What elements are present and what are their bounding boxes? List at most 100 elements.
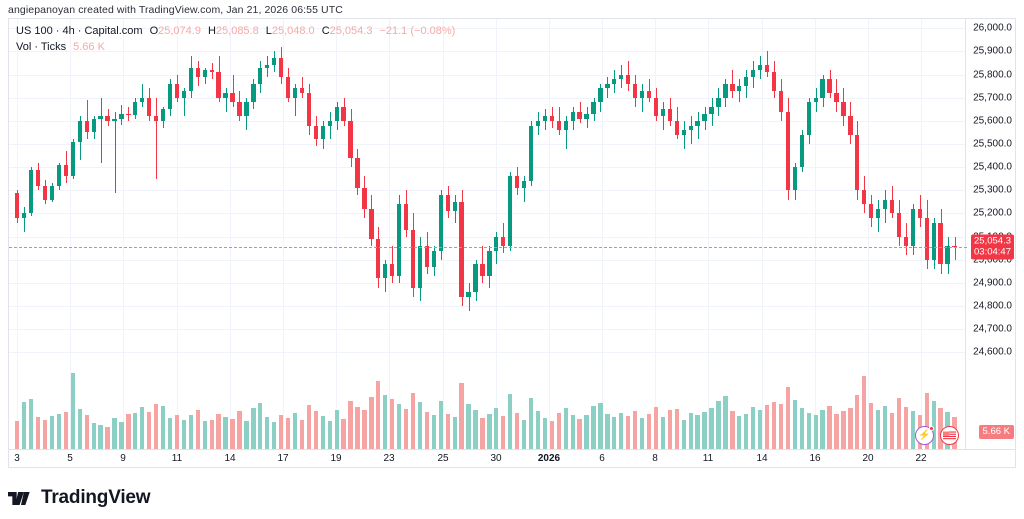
volume-bar	[209, 419, 214, 450]
price-pane[interactable]	[9, 19, 967, 364]
candle-body	[681, 130, 686, 135]
candle-body	[508, 176, 513, 246]
price-tick-label: 24,600.0	[973, 346, 1012, 358]
candle-body	[695, 120, 700, 126]
candle-body	[285, 76, 291, 98]
gridline-horizontal	[9, 306, 967, 308]
time-scale[interactable]: 3 5 9 11 14 17 19 23 25 30 2026 6 8 11 14 16 20 22	[9, 449, 1015, 467]
volume-bar	[820, 410, 825, 450]
volume-bar	[841, 411, 846, 450]
candle-body	[147, 97, 152, 117]
volume-bar	[42, 420, 48, 450]
candle-body	[480, 264, 485, 276]
volume-bar	[535, 410, 541, 450]
time-tick-label: 8	[652, 453, 658, 464]
volume-bar	[924, 392, 929, 450]
price-tick-label: 25,000.0	[973, 254, 1012, 266]
volume-bar	[431, 415, 436, 450]
candle-body	[410, 229, 416, 288]
candle-wick	[691, 116, 692, 145]
volume-bar	[223, 417, 228, 450]
volume-bar	[910, 410, 915, 450]
candle-body	[917, 208, 922, 219]
volume-bar	[174, 415, 180, 450]
price-tick-label: 25,500.0	[973, 138, 1012, 150]
candle-body	[487, 250, 492, 276]
candle-body	[98, 116, 103, 119]
volume-bar	[480, 418, 485, 450]
volume-bar	[403, 409, 409, 450]
candle-body	[785, 111, 791, 191]
candle-body	[938, 222, 943, 265]
candle-body	[841, 102, 846, 117]
candle-body	[619, 74, 624, 80]
candle-body	[501, 236, 506, 246]
volume-bar	[251, 407, 256, 450]
current-price-line	[9, 247, 967, 249]
gridline-vertical	[708, 19, 709, 450]
volume-bar	[813, 415, 818, 450]
gridline-vertical	[921, 19, 922, 450]
candle-body	[869, 204, 874, 219]
candle-body	[167, 83, 173, 110]
tradingview-brand-text: TradingView	[41, 487, 151, 508]
candle-body	[292, 88, 298, 98]
current-price-badge: 25,054.3 03:04:47	[971, 234, 1014, 260]
volume-bar	[188, 414, 194, 450]
bolt-icon[interactable]: ⚡	[915, 426, 934, 445]
candle-body	[327, 120, 332, 126]
volume-bar	[646, 414, 652, 450]
price-scale[interactable]: 26,000.0 25,900.0 25,800.0 25,700.0 25,600.0…	[965, 19, 1015, 450]
volume-bar	[855, 394, 860, 450]
volume-bar	[882, 405, 888, 450]
candle-body	[813, 97, 818, 103]
candle-body	[744, 76, 749, 87]
candle-body	[202, 69, 207, 77]
candle-body	[133, 102, 138, 116]
volume-bar	[119, 421, 124, 450]
gridline-vertical	[177, 19, 178, 450]
volume-badge: 5.66 K	[978, 425, 1014, 439]
volume-bar	[827, 406, 832, 450]
volume-bar	[605, 413, 610, 450]
volume-bar	[473, 409, 478, 450]
volume-bar	[438, 400, 443, 450]
candle-body	[473, 264, 478, 293]
plot-area[interactable]	[9, 19, 967, 450]
volume-pane[interactable]	[9, 364, 967, 450]
time-tick-label: 14	[756, 453, 768, 464]
candle-body	[570, 111, 575, 121]
volume-bar	[237, 410, 242, 450]
volume-bar	[799, 407, 804, 450]
candle-wick	[101, 97, 102, 163]
gridline-vertical	[602, 19, 603, 450]
candle-body	[126, 113, 131, 116]
candle-body	[355, 157, 360, 189]
volume-bar	[278, 414, 284, 450]
candle-body	[376, 238, 381, 279]
volume-bar	[792, 399, 797, 450]
candle-body	[667, 109, 673, 121]
candle-body	[181, 90, 187, 98]
tradingview-footer: TradingView	[8, 487, 151, 509]
candle-body	[105, 116, 110, 121]
time-tick-label: 3	[14, 453, 20, 464]
us-flag-icon[interactable]	[940, 426, 959, 445]
candle-body	[591, 102, 596, 114]
candle-body	[70, 141, 75, 177]
volume-bar	[112, 417, 117, 450]
volume-bar	[639, 418, 645, 450]
time-tick-label: 17	[277, 453, 289, 464]
candle-body	[258, 67, 263, 84]
volume-bar	[542, 417, 548, 450]
candle-body	[244, 102, 249, 117]
volume-bar	[674, 409, 679, 450]
candle-body	[29, 169, 34, 214]
time-tick-label: 23	[383, 453, 395, 464]
volume-bar	[29, 399, 34, 450]
candle-wick	[156, 97, 157, 179]
gridline-horizontal	[9, 28, 967, 30]
volume-bar	[487, 413, 492, 450]
volume-bar	[528, 397, 534, 450]
time-tick-label: 5	[67, 453, 73, 464]
